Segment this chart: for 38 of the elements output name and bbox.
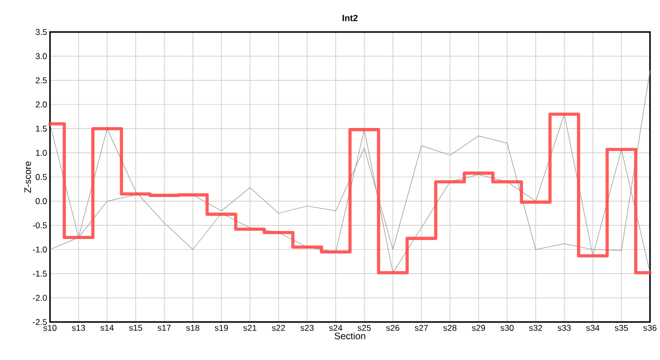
x-tick-label: s26	[386, 324, 400, 331]
y-tick-label: 1.5	[36, 126, 47, 132]
x-tick-label: s34	[586, 324, 600, 331]
x-tick-label: s32	[529, 324, 542, 331]
x-tick-label: s10	[43, 324, 56, 331]
x-tick-label: s25	[358, 324, 371, 331]
x-tick-label: s28	[443, 324, 456, 331]
y-tick-label: -2.0	[32, 294, 47, 301]
y-tick-label: -1.0	[32, 246, 47, 252]
x-tick-label: s29	[472, 324, 486, 331]
x-tick-label: s15	[129, 324, 142, 331]
x-tick-label: s24	[329, 324, 342, 331]
x-tick-label: s13	[72, 324, 86, 331]
y-tick-label: 3.0	[36, 53, 47, 60]
x-tick-label: s27	[414, 324, 428, 331]
x-tick-label: s35	[614, 324, 628, 331]
y-tick-label: -1.5	[32, 270, 47, 277]
y-tick-label: 3.5	[36, 29, 47, 35]
y-tick-label: 0.5	[36, 174, 47, 180]
y-axis-title: Z-score	[24, 161, 32, 193]
y-tick-label: -2.5	[32, 319, 47, 325]
y-tick-label: 0.0	[36, 198, 47, 204]
y-tick-label: -0.5	[32, 222, 47, 228]
x-tick-label: s14	[100, 324, 114, 331]
x-tick-label: s23	[300, 324, 314, 331]
x-tick-label: s17	[158, 324, 171, 331]
x-tick-label: s22	[272, 324, 285, 331]
chart-title: Int2	[342, 14, 358, 22]
y-tick-label: 2.5	[36, 77, 47, 84]
y-tick-label: 1.0	[36, 150, 47, 156]
x-tick-label: s33	[558, 324, 571, 331]
x-axis-title: Section	[334, 332, 366, 340]
y-tick-label: 2.0	[36, 102, 47, 108]
x-tick-label: s18	[186, 324, 200, 331]
x-tick-label: s19	[214, 324, 228, 331]
x-tick-label: s30	[500, 324, 514, 331]
x-tick-label: s36	[643, 324, 656, 331]
x-tick-label: s21	[243, 324, 256, 331]
